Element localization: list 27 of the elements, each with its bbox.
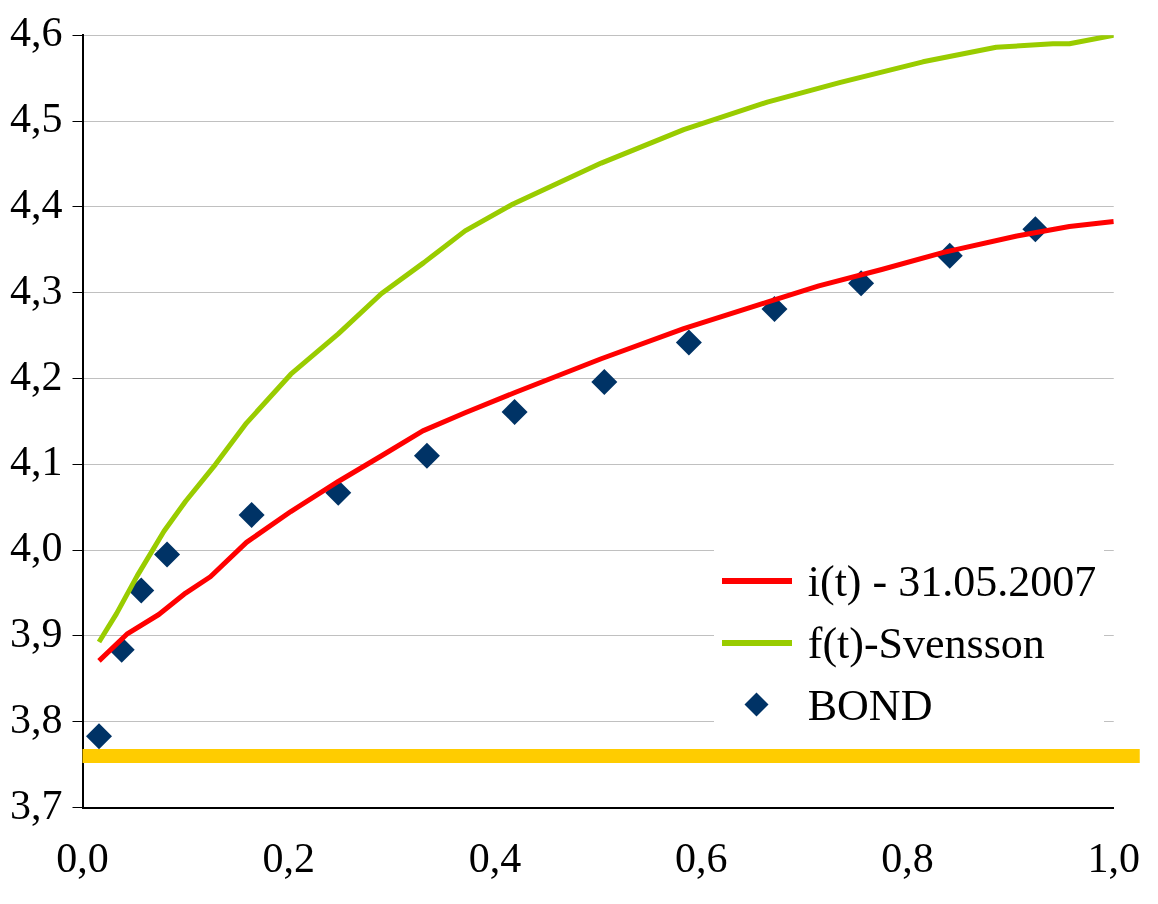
x-tick-label: 0,2 [262,834,315,881]
y-tick-label: 4,4 [10,180,63,227]
x-tick-label: 0,8 [881,834,934,881]
x-tick-label: 0,4 [468,834,522,881]
legend-label: BOND [807,679,933,731]
point [591,368,618,395]
y-tick-label: 4,6 [10,9,63,56]
point [675,329,702,356]
y-tick-label: 4,3 [10,266,63,313]
legend-label: f(t)-Svensson [807,617,1045,669]
point [128,577,155,604]
y-tick-label: 3,7 [10,781,63,828]
point [413,442,440,469]
x-tick-label: 0,0 [56,834,109,881]
point [238,501,265,528]
legend-label: i(t) - 31.05.2007 [807,555,1097,607]
y-tick-label: 4,5 [10,95,63,142]
y-tick-label: 3,9 [10,609,63,656]
point [501,398,528,425]
point [154,541,181,568]
point [86,723,112,750]
y-tick-label: 3,8 [10,695,63,742]
y-tick-label: 4,1 [10,438,63,485]
x-tick-label: 1,0 [1087,834,1140,881]
y-tick-label: 4,2 [10,352,63,399]
y-tick-label: 4,0 [10,524,63,571]
x-tick-label: 0,6 [675,834,728,881]
